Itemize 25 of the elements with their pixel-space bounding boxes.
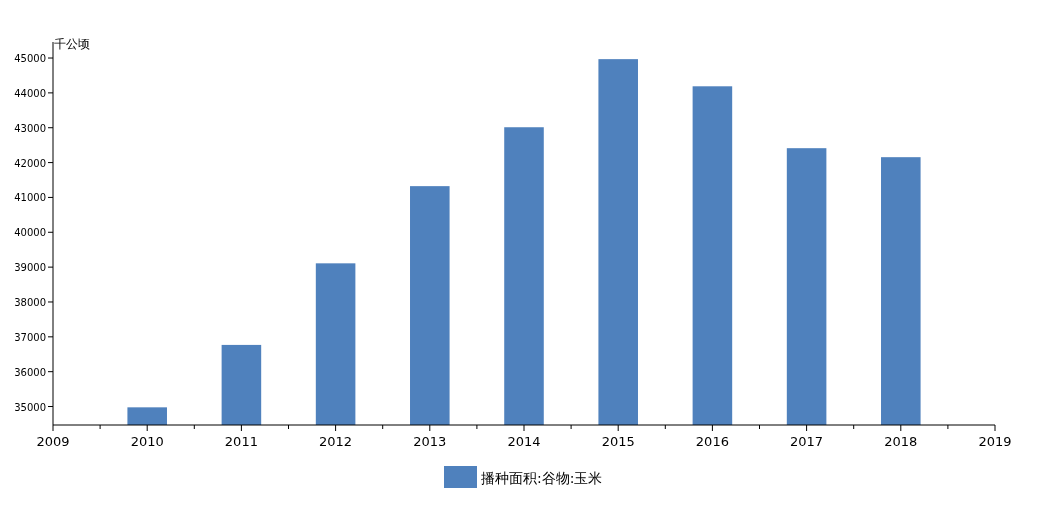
- legend-label: 播种面积:谷物:玉米: [481, 470, 603, 486]
- y-tick-label: 42000: [14, 157, 46, 169]
- y-tick-label: 38000: [14, 296, 46, 308]
- x-tick-label: 2015: [601, 434, 635, 449]
- x-tick-label: 2011: [224, 434, 258, 449]
- y-tick-label: 43000: [14, 122, 46, 134]
- y-axis-title: 千公顷: [54, 37, 90, 51]
- y-tick-label: 36000: [14, 366, 46, 378]
- x-tick-label: 2009: [36, 434, 70, 449]
- y-tick-label: 45000: [14, 53, 46, 65]
- y-tick-label: 35000: [14, 401, 46, 413]
- y-tick-label: 37000: [14, 331, 46, 343]
- x-tick-label: 2019: [978, 434, 1012, 449]
- y-tick-label: 41000: [14, 192, 46, 204]
- y-tick-label: 39000: [14, 262, 46, 274]
- x-tick-label: 2013: [413, 434, 447, 449]
- y-tick-label: 44000: [14, 87, 46, 99]
- x-tick-label: 2018: [884, 434, 918, 449]
- x-tick-label: 2010: [130, 434, 164, 449]
- x-tick-label: 2017: [790, 434, 824, 449]
- x-tick-label: 2012: [319, 434, 353, 449]
- legend: 播种面积:谷物:玉米: [444, 466, 603, 488]
- y-tick-label: 40000: [14, 227, 46, 239]
- x-tick-label: 2016: [695, 434, 729, 449]
- x-tick-label: 2014: [507, 434, 541, 449]
